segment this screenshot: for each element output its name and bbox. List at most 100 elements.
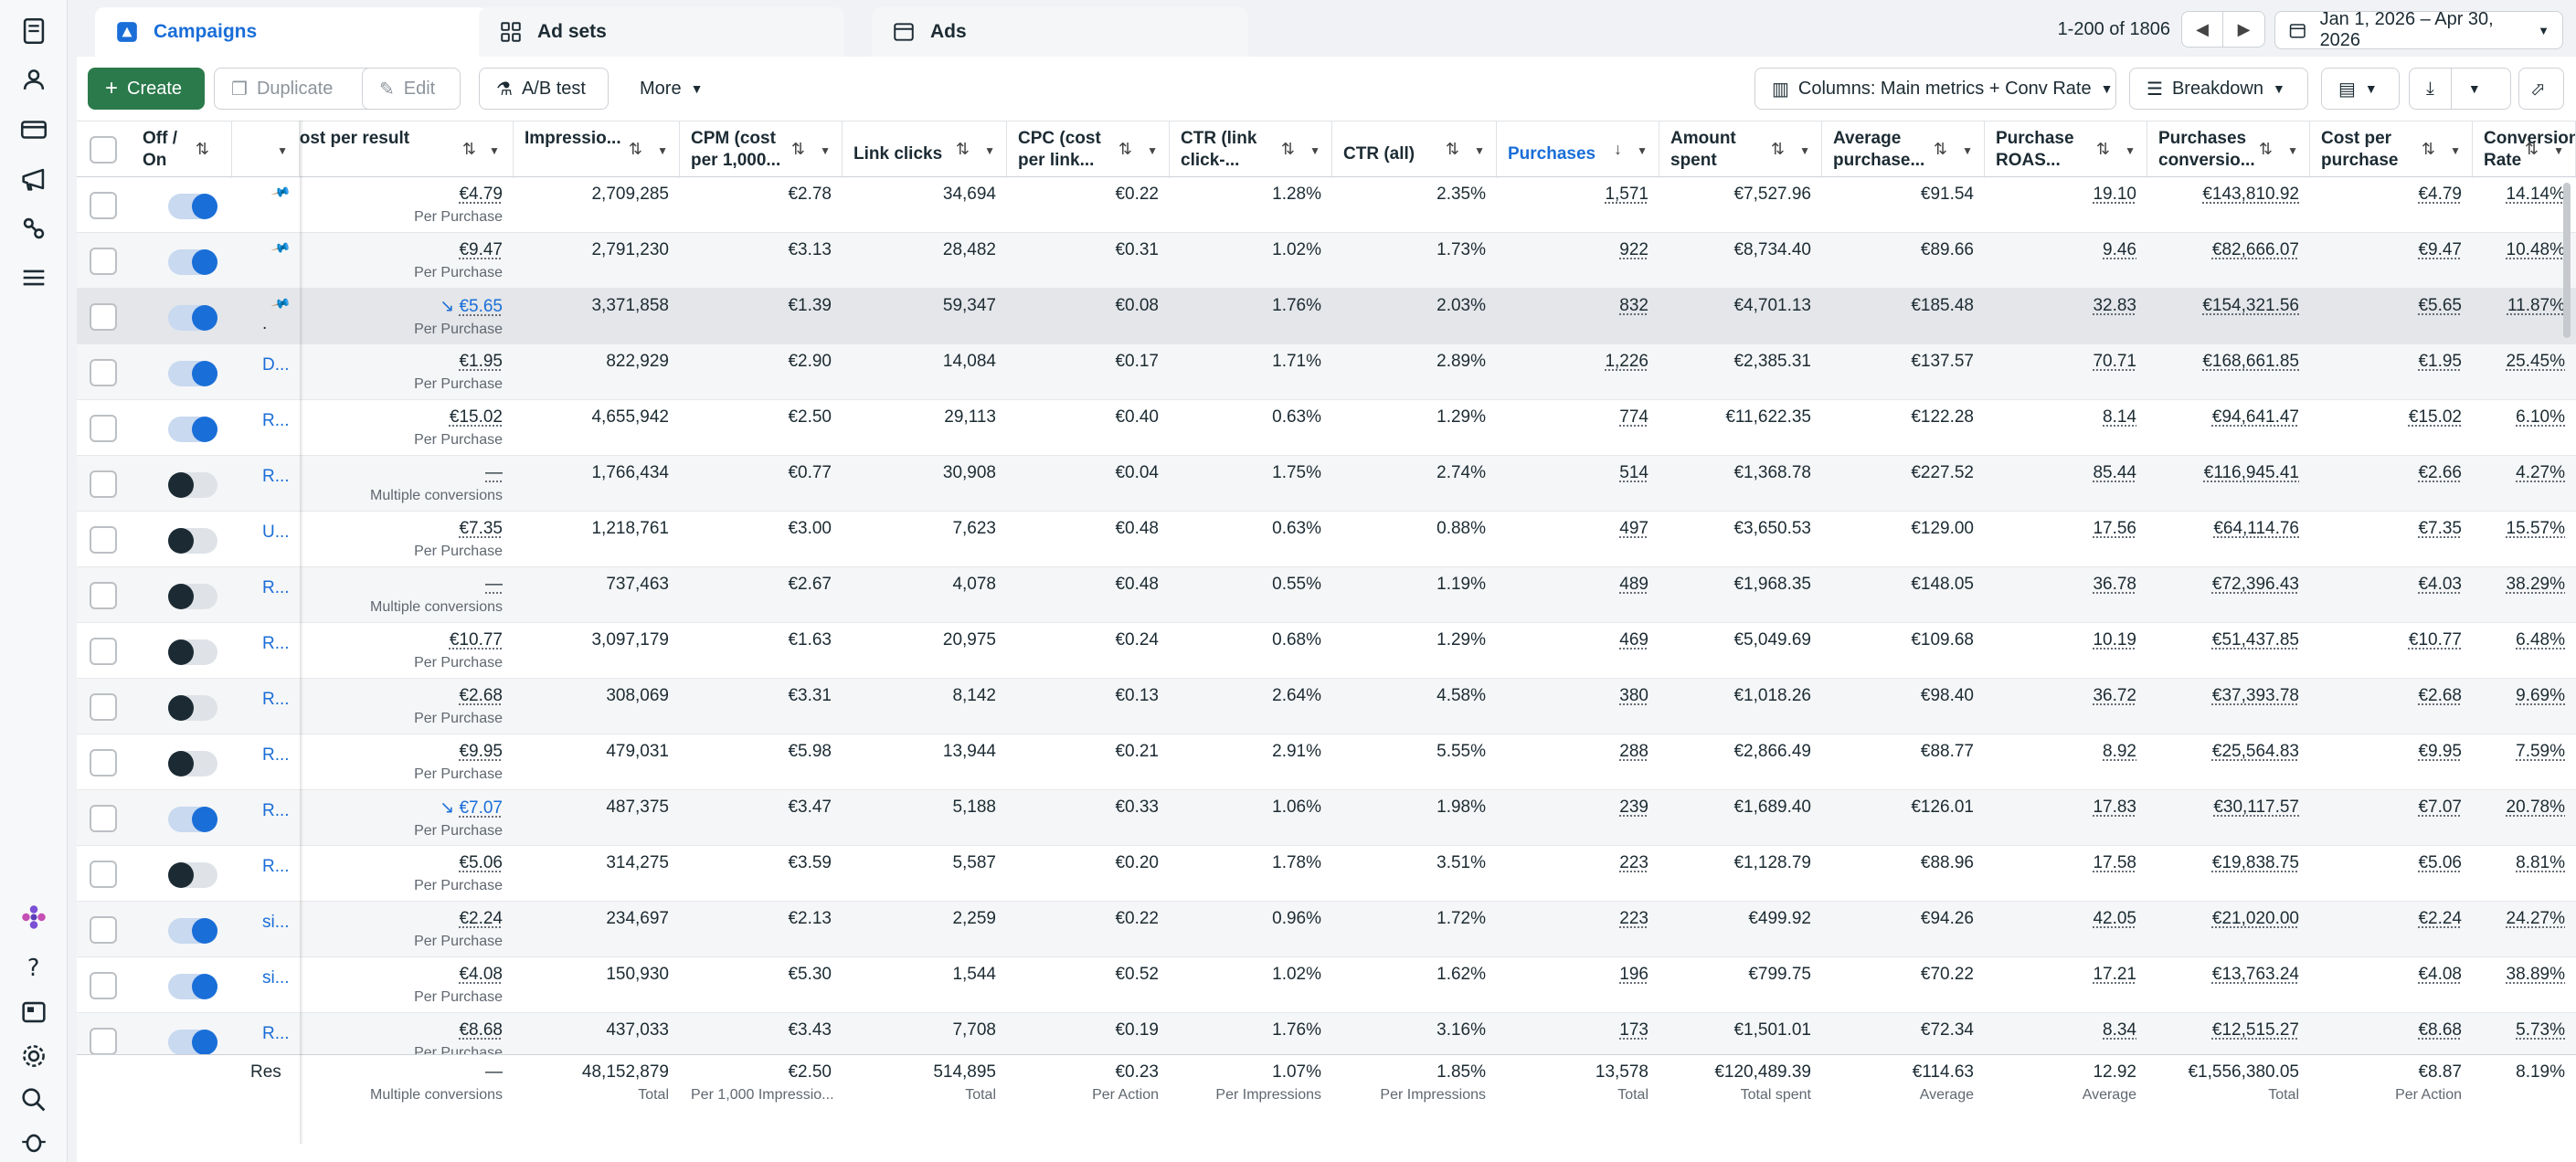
next-page-button[interactable]: ▶ (2223, 11, 2265, 48)
sort-icon[interactable]: ⇅ (628, 140, 642, 158)
audience-icon[interactable] (16, 62, 52, 99)
status-toggle[interactable] (168, 305, 217, 331)
row-checkbox[interactable] (90, 805, 117, 832)
table-row[interactable]: R... €2.68 Per Purchase 308,069 €3.31 8,142 €0… (77, 679, 2576, 734)
status-toggle[interactable] (168, 361, 217, 386)
campaign-name-link[interactable]: si... (262, 968, 288, 988)
sort-icon[interactable]: ⇅ (1770, 140, 1785, 158)
table-row[interactable]: 📌 €4.79 Per Purchase 2,709,285 €2.78 34,694 €0… (77, 177, 2576, 233)
column-header-cpm[interactable]: CPM (cost per 1,000... ⇅ ▼ (680, 121, 843, 178)
sort-icon[interactable]: ⇅ (461, 140, 476, 158)
column-header-ctr_all[interactable]: CTR (all) ⇅ ▼ (1332, 121, 1497, 178)
table-row[interactable]: D... €1.95 Per Purchase 822,929 €2.90 14,084 €… (77, 344, 2576, 400)
column-menu-caret-icon[interactable]: ▼ (1474, 144, 1485, 157)
status-toggle[interactable] (168, 417, 217, 442)
column-header-cpr[interactable]: Cost per result⇅▼ (300, 121, 514, 178)
status-toggle[interactable] (168, 584, 217, 609)
table-row[interactable]: si... €2.24 Per Purchase 234,697 €2.13 2,259 €… (77, 902, 2576, 957)
status-toggle[interactable] (168, 249, 217, 275)
campaign-name-link[interactable]: R... (262, 578, 288, 597)
row-checkbox[interactable] (90, 192, 117, 219)
table-row[interactable]: 📌 €9.47 Per Purchase 2,791,230 €3.13 28,482 €0… (77, 233, 2576, 289)
status-toggle[interactable] (168, 751, 217, 776)
prev-page-button[interactable]: ◀ (2181, 11, 2223, 48)
column-header-ctr_link[interactable]: CTR (link click-... ⇅ ▼ (1170, 121, 1332, 178)
row-checkbox[interactable] (90, 415, 117, 442)
pin-icon[interactable]: 📌 (270, 181, 292, 203)
sort-icon[interactable]: ⇅ (2258, 140, 2273, 158)
pages-icon[interactable] (16, 13, 52, 49)
table-row[interactable]: R... €15.02 Per Purchase 4,655,942 €2.50 29,1… (77, 400, 2576, 456)
row-checkbox[interactable] (90, 638, 117, 665)
cost-per-result-value[interactable]: €7.07 (459, 798, 503, 818)
more-button[interactable]: More ▼ (623, 68, 726, 110)
row-checkbox[interactable] (90, 303, 117, 331)
column-header-impr[interactable]: Impressio... ⇅ ▼ (514, 121, 680, 178)
row-checkbox[interactable] (90, 916, 117, 944)
campaign-name-link[interactable]: D... (262, 355, 288, 375)
sort-icon[interactable]: ⇅ (955, 140, 970, 158)
row-checkbox[interactable] (90, 359, 117, 386)
columns-button[interactable]: ▥ Columns: Main metrics + Conv Rate ▼ (1754, 68, 2116, 110)
events-icon[interactable] (16, 210, 52, 247)
column-menu-caret-icon[interactable]: ▼ (657, 144, 668, 157)
campaign-name-link[interactable]: U... (262, 523, 288, 542)
sort-icon[interactable]: ⇅ (195, 140, 209, 158)
sort-icon[interactable]: ⇅ (1445, 140, 1459, 158)
select-all-checkbox[interactable] (90, 136, 117, 164)
pin-icon[interactable]: 📌 (270, 237, 292, 259)
campaign-name-link[interactable]: R... (262, 411, 288, 430)
vertical-scrollbar[interactable] (2563, 183, 2571, 338)
column-menu-caret-icon[interactable]: ▼ (1637, 144, 1648, 157)
column-header-conv[interactable]: Purchases conversio... ⇅ ▼ (2147, 121, 2310, 178)
status-toggle[interactable] (168, 194, 217, 219)
table-row[interactable]: R... — Multiple conversions 1,766,434 €0.77 3… (77, 456, 2576, 512)
bug-icon[interactable] (16, 1124, 52, 1160)
export-button[interactable]: ⤓ ▼ (2409, 68, 2511, 110)
column-menu-caret-icon[interactable]: ▼ (820, 144, 831, 157)
status-toggle[interactable] (168, 528, 217, 554)
row-checkbox[interactable] (90, 693, 117, 721)
table-row[interactable]: R... ↘ €7.07 Per Purchase 487,375 €3.47 5,188… (77, 790, 2576, 846)
flower-logo-icon[interactable] (16, 899, 52, 935)
status-toggle[interactable] (168, 695, 217, 721)
pin-icon[interactable]: 📌 (270, 292, 292, 314)
gear-icon[interactable] (16, 1038, 52, 1074)
status-toggle[interactable] (168, 974, 217, 999)
row-checkbox[interactable] (90, 861, 117, 888)
campaign-name-link[interactable]: R... (262, 690, 288, 709)
tab-ads[interactable]: Ads (872, 7, 1248, 57)
help-icon[interactable]: ? (16, 948, 52, 985)
campaign-name-link[interactable]: R... (262, 857, 288, 876)
column-header-rate[interactable]: Conversion Rate ⇅ ▼ (2473, 121, 2576, 178)
table-row[interactable]: 📌. ↘ €5.65 Per Purchase 3,371,858 €1.39 59,34… (77, 289, 2576, 344)
table-row[interactable]: U... €7.35 Per Purchase 1,218,761 €3.00 7,623… (77, 512, 2576, 567)
billing-icon[interactable] (16, 111, 52, 148)
table-row[interactable]: R... €5.06 Per Purchase 314,275 €3.59 5,587 €0… (77, 846, 2576, 902)
menu-icon[interactable] (16, 259, 52, 296)
cost-per-result-value[interactable]: €5.65 (459, 297, 503, 316)
search-icon[interactable] (16, 1082, 52, 1118)
status-toggle[interactable] (168, 807, 217, 832)
column-menu-caret-icon[interactable]: ▼ (1309, 144, 1320, 157)
sort-icon[interactable]: ⇅ (1933, 140, 1947, 158)
table-row[interactable]: si... €4.08 Per Purchase 150,930 €5.30 1,544 €… (77, 957, 2576, 1013)
row-checkbox[interactable] (90, 470, 117, 498)
campaign-name-link[interactable]: si... (262, 913, 288, 932)
column-header-cpp[interactable]: Cost per purchase ⇅ ▼ (2310, 121, 2473, 178)
column-menu-caret-icon[interactable]: ▼ (1799, 144, 1810, 157)
column-menu-caret-icon[interactable]: ▼ (2553, 144, 2564, 157)
campaign-name-link[interactable]: R... (262, 467, 288, 486)
sort-desc-icon[interactable]: ↓ (1614, 140, 1622, 158)
date-range-picker[interactable]: Jan 1, 2026 – Apr 30, 2026 ▼ (2274, 9, 2563, 50)
column-header-cpc[interactable]: CPC (cost per link... ⇅ ▼ (1007, 121, 1170, 178)
breakdown-button[interactable]: ☰ Breakdown ▼ (2129, 68, 2308, 110)
status-toggle[interactable] (168, 862, 217, 888)
column-menu-caret-icon[interactable]: ▼ (2125, 144, 2136, 157)
sort-icon[interactable]: ⇅ (2095, 140, 2110, 158)
chart-view-button[interactable]: ⬀ (2518, 68, 2564, 110)
megaphone-icon[interactable] (16, 161, 52, 197)
sort-icon[interactable]: ⇅ (2421, 140, 2435, 158)
reports-button[interactable]: ▤ ▼ (2321, 68, 2400, 110)
campaign-name-link[interactable]: . (262, 314, 268, 333)
